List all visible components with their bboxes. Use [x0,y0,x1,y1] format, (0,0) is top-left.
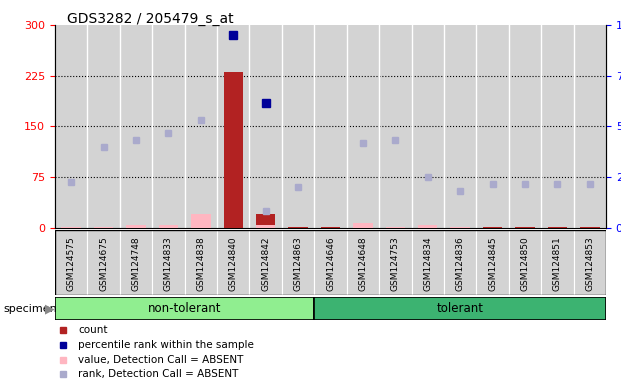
Text: GDS3282 / 205479_s_at: GDS3282 / 205479_s_at [68,12,234,26]
Text: tolerant: tolerant [437,302,484,315]
Bar [418,225,437,228]
Bar [541,230,574,295]
Bar [184,230,217,295]
Bar [126,225,146,228]
Bar [386,227,405,228]
Text: GSM124575: GSM124575 [66,237,76,291]
Bar [386,227,405,228]
Bar [412,230,444,295]
Text: GSM124648: GSM124648 [358,237,368,291]
Bar [314,230,347,295]
Bar [88,230,120,295]
Bar [94,227,114,228]
Bar [217,230,250,295]
Bar [152,230,184,295]
Text: GSM124753: GSM124753 [391,237,400,291]
Text: GSM124850: GSM124850 [520,237,530,291]
Text: specimen: specimen [3,303,57,313]
Bar [450,227,470,228]
Bar [347,230,379,295]
Bar [353,223,373,228]
Bar [288,227,308,228]
Bar [94,227,114,228]
Bar [321,227,340,228]
Bar [250,230,282,295]
Text: GSM124838: GSM124838 [196,237,206,291]
Bar [314,297,606,320]
Bar [418,227,437,228]
Bar [580,227,599,228]
Bar [548,227,567,228]
Bar [159,225,178,228]
Text: ▶: ▶ [45,302,54,315]
Bar [282,230,314,295]
Text: GSM124842: GSM124842 [261,237,270,291]
Text: GSM124646: GSM124646 [326,237,335,291]
Bar [444,230,476,295]
Text: count: count [78,325,107,335]
Text: GSM124845: GSM124845 [488,237,497,291]
Bar [224,72,243,228]
Text: GSM124840: GSM124840 [229,237,238,291]
Bar [483,227,502,228]
Bar [61,227,81,228]
Bar [256,215,275,228]
Bar [353,223,373,228]
Text: value, Detection Call = ABSENT: value, Detection Call = ABSENT [78,354,243,364]
Bar [476,230,509,295]
Bar [191,215,211,228]
Text: non-tolerant: non-tolerant [148,302,222,315]
Bar [574,230,606,295]
Bar [509,230,541,295]
Text: GSM124834: GSM124834 [424,237,432,291]
Text: GSM124863: GSM124863 [294,237,302,291]
Bar [120,230,152,295]
Bar [191,227,211,228]
Bar [61,227,81,228]
Text: GSM124833: GSM124833 [164,237,173,291]
Text: GSM124675: GSM124675 [99,237,108,291]
Bar [159,227,178,228]
Text: rank, Detection Call = ABSENT: rank, Detection Call = ABSENT [78,369,238,379]
Bar [126,227,146,228]
Text: percentile rank within the sample: percentile rank within the sample [78,340,254,350]
Bar [515,227,535,228]
Bar [379,230,412,295]
Bar [55,230,88,295]
Bar [256,225,275,228]
Text: GSM124748: GSM124748 [132,237,140,291]
Bar [450,227,470,228]
Bar [55,297,314,320]
Text: GSM124851: GSM124851 [553,237,562,291]
Text: GSM124853: GSM124853 [586,237,594,291]
Text: GSM124836: GSM124836 [456,237,465,291]
